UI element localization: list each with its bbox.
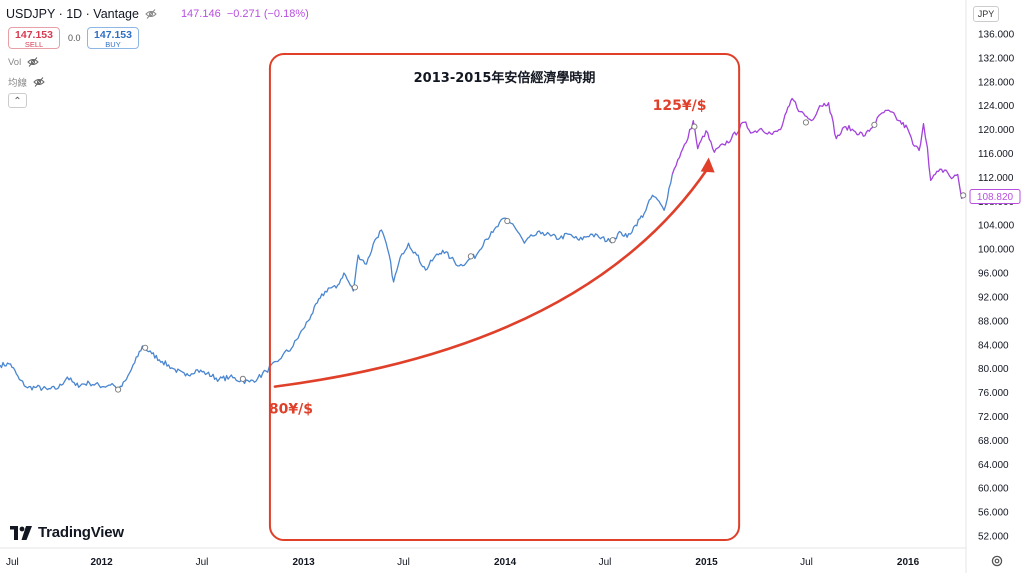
event-marker bbox=[115, 386, 122, 393]
indicator-label: Vol bbox=[8, 56, 22, 68]
growth-arrowhead bbox=[700, 157, 715, 173]
y-tick-label: 128.000 bbox=[978, 77, 1015, 88]
x-tick-label: Jul bbox=[800, 557, 813, 568]
eye-off-icon[interactable] bbox=[33, 76, 45, 88]
x-tick-label: 2015 bbox=[695, 557, 718, 568]
price-series-blue bbox=[0, 174, 673, 392]
last-price-tag-label: 108.820 bbox=[977, 192, 1014, 203]
y-tick-label: 92.000 bbox=[978, 292, 1009, 303]
y-tick-label: 136.000 bbox=[978, 29, 1015, 40]
currency-selector[interactable]: JPY bbox=[973, 6, 999, 22]
event-marker bbox=[351, 284, 358, 291]
x-tick-label: Jul bbox=[397, 557, 410, 568]
y-tick-label: 132.000 bbox=[978, 53, 1015, 64]
start-rate-label: 80¥/$ bbox=[269, 402, 313, 418]
x-tick-label: 2016 bbox=[897, 557, 920, 568]
tradingview-logo-icon bbox=[10, 525, 32, 540]
sell-label: SELL bbox=[24, 40, 44, 49]
y-tick-label: 112.000 bbox=[978, 173, 1014, 184]
y-tick-label: 80.000 bbox=[978, 364, 1009, 375]
end-rate-label: 125¥/$ bbox=[653, 98, 707, 114]
x-tick-label: 2012 bbox=[90, 557, 113, 568]
x-tick-label: 2013 bbox=[292, 557, 315, 568]
abenomics-period-box bbox=[268, 53, 741, 541]
event-marker bbox=[960, 192, 967, 199]
y-tick-label: 60.000 bbox=[978, 484, 1009, 495]
x-tick-label: Jul bbox=[196, 557, 209, 568]
buy-button[interactable]: 147.153 BUY bbox=[87, 27, 139, 49]
event-marker bbox=[467, 253, 474, 260]
collapse-indicators-button[interactable]: ⌃ bbox=[8, 93, 27, 108]
indicator-ma[interactable]: 均線 bbox=[8, 75, 45, 89]
y-tick-label: 124.000 bbox=[978, 101, 1015, 112]
logo-text: TradingView bbox=[38, 524, 124, 541]
tradingview-logo: TradingView bbox=[10, 524, 124, 541]
buy-price: 147.153 bbox=[94, 29, 132, 41]
y-tick-label: 84.000 bbox=[978, 340, 1009, 351]
symbol-header: USDJPY · 1D · Vantage 147.146 −0.271 (−0… bbox=[6, 6, 309, 22]
event-marker bbox=[239, 375, 246, 382]
y-tick-label: 120.000 bbox=[978, 125, 1015, 136]
event-marker bbox=[802, 119, 809, 126]
event-marker bbox=[691, 123, 698, 130]
x-tick-label: Jul bbox=[599, 557, 612, 568]
gear-icon[interactable] bbox=[990, 554, 1004, 568]
x-tick-label: Jul bbox=[6, 557, 19, 568]
buy-label: BUY bbox=[105, 40, 121, 49]
last-price-tag bbox=[969, 189, 1021, 205]
symbol-title[interactable]: USDJPY · 1D · Vantage bbox=[6, 7, 139, 21]
price-series-purple bbox=[671, 97, 965, 199]
y-tick-label: 52.000 bbox=[978, 532, 1009, 543]
indicator-label: 均線 bbox=[8, 78, 28, 89]
y-tick-label: 56.000 bbox=[978, 508, 1009, 519]
spread-value: 0.0 bbox=[68, 33, 81, 43]
price-change: −0.271 (−0.18%) bbox=[226, 8, 309, 20]
y-tick-label: 100.000 bbox=[978, 245, 1015, 256]
event-marker bbox=[142, 344, 149, 351]
sell-price: 147.153 bbox=[15, 29, 53, 41]
y-tick-label: 76.000 bbox=[978, 388, 1009, 399]
growth-arrow bbox=[273, 167, 709, 388]
event-marker bbox=[504, 217, 511, 225]
event-marker bbox=[871, 121, 878, 128]
indicator-vol[interactable]: Vol bbox=[8, 56, 39, 68]
y-tick-label: 116.000 bbox=[978, 149, 1014, 160]
y-tick-label: 104.000 bbox=[978, 221, 1015, 232]
chevron-up-icon: ⌃ bbox=[13, 96, 22, 107]
abenomics-period-label: 2013-2015年安倍經濟學時期 bbox=[414, 70, 596, 86]
y-tick-label: 68.000 bbox=[978, 436, 1009, 447]
y-tick-label: 88.000 bbox=[978, 316, 1009, 327]
last-price: 147.146 bbox=[180, 8, 221, 20]
y-tick-label: 72.000 bbox=[978, 412, 1009, 423]
eye-off-icon[interactable] bbox=[27, 56, 39, 68]
event-marker bbox=[609, 237, 616, 244]
x-tick-label: 2014 bbox=[494, 557, 517, 568]
y-tick-label: 64.000 bbox=[978, 460, 1009, 471]
eye-off-icon[interactable] bbox=[145, 8, 157, 20]
sell-button[interactable]: 147.153 SELL bbox=[8, 27, 60, 49]
y-tick-label: 96.000 bbox=[978, 269, 1009, 280]
